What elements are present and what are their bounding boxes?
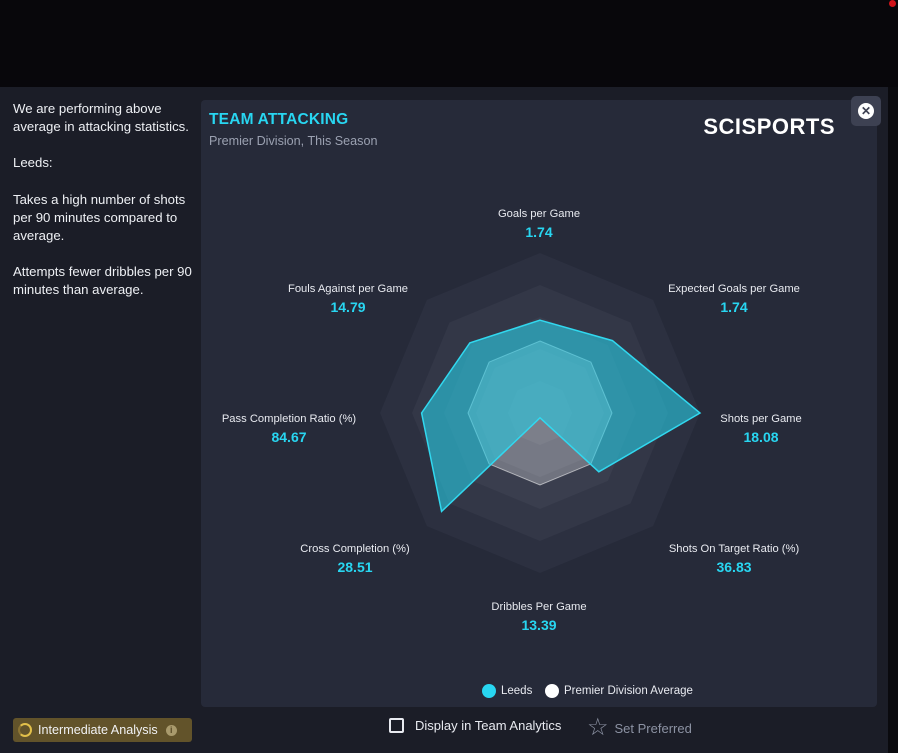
axis-value-2: 1.74 [720,299,748,315]
analysis-level-icon [18,723,32,737]
notification-dot [889,0,896,7]
summary-text: We are performing above average in attac… [13,101,189,135]
axis-label-2: Expected Goals per Game [668,283,800,295]
analysis-badge-label: Intermediate Analysis [38,723,158,737]
insight-shots: Takes a high number of shots per 90 minu… [13,191,186,244]
legend-label-average: Premier Division Average [564,685,693,697]
star-icon: ☆ [587,714,609,741]
scisports-logo: SCISPORTS [703,114,835,140]
set-preferred-button[interactable]: ☆ Set Preferred [587,716,692,740]
display-checkbox[interactable] [389,718,404,733]
axis-label-5: Dribbles Per Game [491,601,587,613]
set-preferred-label: Set Preferred [614,720,692,736]
axis-label-3: Shots per Game [720,413,802,425]
analysis-summary: We are performing above average in attac… [13,100,195,318]
legend-label-leeds: Leeds [501,685,533,697]
axis-value-4: 36.83 [716,559,752,575]
legend-leeds: Leeds [482,684,532,698]
axis-value-8: 14.79 [330,299,366,315]
team-name: Leeds: [13,155,53,171]
card-subtitle: Premier Division, This Season [209,134,378,148]
display-checkbox-label: Display in Team Analytics [415,718,562,733]
axis-value-7: 84.67 [271,429,307,445]
legend-dot-average [545,684,559,698]
insight-dribbles: Attempts fewer dribbles per 90 minutes t… [13,264,192,298]
axis-label-1: Goals per Game [497,208,581,220]
axis-label-6: Cross Completion (%) [300,543,410,555]
legend-average: Premier Division Average [545,684,693,698]
intermediate-analysis-badge[interactable]: Intermediate Analysis i [13,718,192,742]
axis-value-6: 28.51 [337,559,373,575]
legend-dot-leeds [482,684,496,698]
axis-label-8: Fouls Against per Game [287,283,409,295]
axis-value-1: 1.74 [525,224,553,240]
logo-text: SCISPORTS [703,114,835,139]
info-icon[interactable]: i [165,724,177,736]
panel-edge [888,87,898,753]
axis-value-3: 18.08 [743,429,779,445]
axis-value-5: 13.39 [521,617,557,633]
top-bar [0,0,898,87]
radar-chart [380,253,702,573]
close-icon: ✕ [858,103,874,119]
axis-label-7: Pass Completion Ratio (%) [221,413,357,425]
series-leeds [420,319,702,513]
close-button[interactable]: ✕ [851,96,881,126]
display-in-team-analytics[interactable]: Display in Team Analytics [389,718,561,733]
card-title: TEAM ATTACKING [209,111,349,128]
axis-label-4: Shots On Target Ratio (%) [668,543,800,555]
